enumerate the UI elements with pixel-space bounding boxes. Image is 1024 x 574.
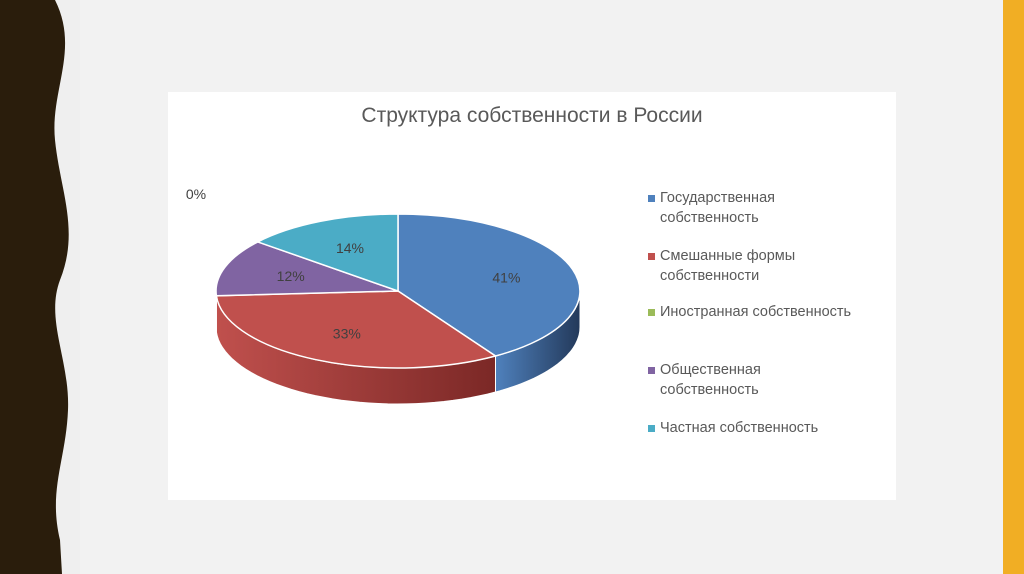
- legend-swatch: [648, 309, 655, 316]
- legend-label: Государственная собственность: [660, 188, 890, 228]
- legend-label-line: Общественная: [660, 362, 761, 378]
- data-label-1: 33%: [333, 326, 361, 342]
- pie-slice-1: [215, 290, 498, 369]
- chart-title: Структура собственности в России: [361, 104, 703, 127]
- legend-label: Общественная собственность: [660, 360, 890, 400]
- legend-label-line: Иностранная собственность: [660, 304, 852, 320]
- legend-swatch: [648, 195, 655, 202]
- accent-bar: [1003, 0, 1024, 574]
- legend-label-line: собственность: [660, 210, 759, 226]
- legend-label-line: Государственная: [660, 190, 775, 206]
- data-label-2: 0%: [186, 186, 206, 202]
- decorative-left-border: [0, 0, 69, 574]
- legend-label-line: собственности: [660, 268, 760, 284]
- legend-label-line: собственность: [660, 382, 759, 398]
- legend-label: Частная собственность: [660, 418, 890, 438]
- legend-swatch: [648, 425, 655, 432]
- chart-card: Структура собственности в России 41% 33% 0…: [168, 92, 896, 500]
- data-label-4: 14%: [336, 240, 364, 256]
- legend-label: Смешанные формы собственности: [660, 246, 890, 286]
- data-label-3: 12%: [277, 268, 305, 284]
- pie-chart: 41% 33% 0% 12% 14%: [186, 186, 581, 405]
- pie-slice-4: [255, 213, 399, 293]
- legend-label: Иностранная собственность: [660, 302, 890, 322]
- legend-label-line: Частная собственность: [660, 420, 819, 436]
- pie-slice-3: [215, 241, 399, 297]
- data-label-0: 41%: [492, 270, 520, 286]
- legend-swatch: [648, 367, 655, 374]
- legend-label-line: Смешанные формы: [660, 248, 796, 264]
- legend-swatch: [648, 253, 655, 260]
